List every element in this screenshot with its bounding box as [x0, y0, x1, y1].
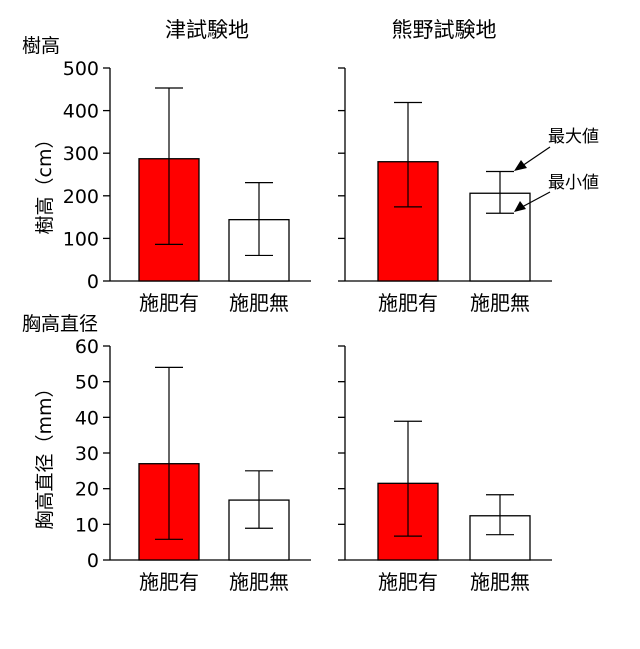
y-tick-label: 30 — [75, 443, 99, 465]
x-category-label: 施肥無 — [470, 291, 530, 315]
y-tick-label: 0 — [87, 550, 99, 572]
annotation-min-label: 最小値 — [548, 173, 599, 193]
x-category-label: 施肥有 — [139, 570, 199, 594]
y-tick-label: 300 — [63, 143, 99, 165]
column-title-kumano: 熊野試験地 — [392, 18, 497, 42]
annotation-max-arrow — [521, 146, 551, 167]
y-axis-title-tree-height: 樹高（cm） — [34, 130, 56, 235]
x-category-label: 施肥有 — [378, 291, 438, 315]
y-tick-label: 60 — [75, 336, 99, 358]
x-category-label: 施肥有 — [139, 291, 199, 315]
column-title-tsu: 津試験地 — [165, 18, 249, 42]
x-category-label: 施肥無 — [470, 570, 530, 594]
annotation-max-arrowhead — [514, 160, 527, 171]
y-tick-label: 50 — [75, 372, 99, 394]
x-category-label: 施肥無 — [229, 570, 289, 594]
annotation-max: 最大値 — [514, 127, 599, 171]
x-category-label: 施肥有 — [378, 570, 438, 594]
annotation-min-arrowhead — [514, 201, 526, 212]
y-tick-label: 400 — [63, 101, 99, 123]
y-tick-label: 100 — [63, 228, 99, 250]
y-tick-label: 40 — [75, 407, 99, 429]
y-tick-label: 0 — [87, 271, 99, 293]
x-category-label: 施肥無 — [229, 291, 289, 315]
y-tick-label: 10 — [75, 514, 99, 536]
y-tick-label: 20 — [75, 479, 99, 501]
chart-panel-kumano-dbh: 施肥有 施肥無 — [338, 345, 552, 594]
row-label-dbh: 胸高直径 — [22, 313, 98, 335]
annotation-min: 最小値 — [514, 173, 599, 212]
chart-panel-kumano-tree-height: 施肥有 施肥無 — [338, 67, 552, 315]
chart-panel-tsu-tree-height: 0 100 200 300 400 500 施肥有 施肥無 — [63, 58, 311, 315]
y-tick-label: 200 — [63, 186, 99, 208]
annotation-max-label: 最大値 — [548, 127, 599, 147]
y-tick-label: 500 — [63, 58, 99, 80]
y-axis-title-dbh: 胸高直径（mm） — [34, 378, 56, 529]
chart-panel-tsu-dbh: 0 10 20 30 40 50 60 施肥有 施肥無 — [75, 336, 311, 594]
annotation-min-arrow — [521, 191, 551, 208]
row-label-tree-height: 樹高 — [22, 35, 60, 57]
